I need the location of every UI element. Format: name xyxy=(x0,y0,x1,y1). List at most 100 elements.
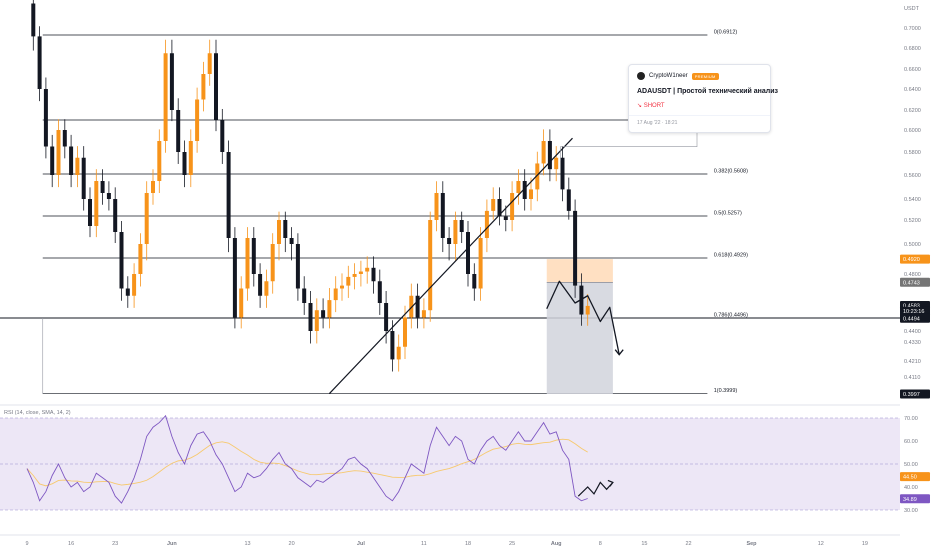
candle-body xyxy=(94,181,99,226)
price-tag[interactable] xyxy=(900,254,930,264)
time-tick-label: 8 xyxy=(599,541,602,547)
price-tick-label: 0.4800 xyxy=(904,272,921,278)
candle-body xyxy=(327,300,332,318)
candle-body xyxy=(220,120,225,152)
candle-body xyxy=(245,238,250,289)
target-zone[interactable] xyxy=(546,259,613,283)
candle-body xyxy=(81,157,86,199)
candle-body xyxy=(453,220,458,244)
candle-body xyxy=(201,74,206,100)
candle-body xyxy=(69,146,74,175)
candle-body xyxy=(169,53,174,110)
price-tick-label: 0.5000 xyxy=(904,242,921,248)
rsi-tick-label: 70.00 xyxy=(904,416,918,422)
candle-body xyxy=(478,238,483,289)
author-name[interactable]: CryptoW1neer xyxy=(649,73,688,79)
price-tick-label: 0.4330 xyxy=(904,340,921,346)
candle-body xyxy=(560,157,565,190)
price-panel[interactable] xyxy=(0,0,900,402)
time-axis[interactable]: 9 16 23 Jun 13 20 Jul 11 18 25 Aug 8 15 22 Sep 12 19 xyxy=(25,541,867,547)
price-tag[interactable] xyxy=(900,313,930,323)
author-avatar[interactable] xyxy=(637,72,645,80)
time-tick-label: 18 xyxy=(465,541,471,547)
rsi-tag[interactable] xyxy=(900,472,930,482)
price-axis[interactable]: 0.7000 0.6800 0.6600 0.6400 0.6200 0.6000 0.58… xyxy=(900,26,930,399)
rsi-axis[interactable]: 70.00 60.00 50.00 40.00 30.00 44.50 34.89 xyxy=(900,416,930,514)
price-tag-label: 10:23:16 xyxy=(903,309,924,315)
rsi-tick-label: 50.00 xyxy=(904,462,918,468)
time-tick-label: 19 xyxy=(862,541,868,547)
drawings[interactable] xyxy=(328,131,698,394)
price-tag-label: 0.4743 xyxy=(903,280,920,286)
trendline[interactable] xyxy=(328,137,573,394)
candle-body xyxy=(289,238,294,244)
rsi-line[interactable] xyxy=(26,414,588,504)
candle-body xyxy=(516,181,521,193)
candle-body xyxy=(31,3,36,37)
price-tick-label: 0.5600 xyxy=(904,173,921,179)
candle-body xyxy=(541,141,546,164)
candle-body xyxy=(346,276,351,286)
candle-body xyxy=(226,152,231,238)
candle-body xyxy=(472,274,477,289)
candle-body xyxy=(182,152,187,175)
time-tick-label: Jun xyxy=(167,541,177,547)
candle-body xyxy=(497,199,502,217)
short-position-tool[interactable] xyxy=(546,259,613,394)
price-tag-label: 0.4583 xyxy=(903,303,920,309)
candlestick-series xyxy=(31,0,590,372)
time-tick-label: 22 xyxy=(685,541,691,547)
candle-body xyxy=(585,305,590,315)
candle-body xyxy=(264,281,269,296)
candle-body xyxy=(132,274,137,296)
candle-body xyxy=(239,288,244,318)
candle-body xyxy=(547,141,552,170)
candle-body xyxy=(125,288,130,296)
candle-body xyxy=(295,244,300,289)
price-tag-label: 0.3997 xyxy=(903,392,920,398)
price-tick-label: 0.4210 xyxy=(904,359,921,365)
time-tick-label: 20 xyxy=(289,541,295,547)
candle-body xyxy=(333,288,338,301)
time-tick-label: 25 xyxy=(509,541,515,547)
price-tick-label: 0.6200 xyxy=(904,108,921,114)
price-tag[interactable] xyxy=(900,389,930,399)
rsi-legend[interactable]: RSI (14, close, SMA, 14, 2) xyxy=(4,410,71,416)
rsi-panel[interactable] xyxy=(0,414,900,511)
candle-body xyxy=(151,181,155,193)
candle-body xyxy=(88,199,92,226)
rsi-tag[interactable] xyxy=(900,494,930,504)
rsi-ma-line xyxy=(26,438,588,487)
candle-body xyxy=(270,244,275,282)
candle-body xyxy=(535,163,540,190)
rsi-tag-label: 34.89 xyxy=(903,497,917,503)
candle-body xyxy=(144,193,149,244)
price-tick-label: 0.6800 xyxy=(904,46,921,52)
candle-body xyxy=(157,141,162,181)
candle-body xyxy=(283,220,288,238)
currency-label: USDT xyxy=(904,6,920,12)
rsi-projection-arrow[interactable] xyxy=(577,481,614,497)
candle-body xyxy=(434,193,439,220)
candle-body xyxy=(75,157,80,175)
price-tick-label: 0.5800 xyxy=(904,150,921,156)
fib-level-label: 0.618(0.4929) xyxy=(714,253,748,259)
time-tick-label: 15 xyxy=(641,541,647,547)
candle-body xyxy=(188,141,193,175)
price-tag[interactable] xyxy=(900,306,930,316)
price-tag[interactable] xyxy=(900,277,930,287)
projection-arrow[interactable] xyxy=(546,280,620,355)
idea-card[interactable]: CryptoW1neer PREMIUM ADAUSDT | Простой т… xyxy=(628,64,778,133)
candle-body xyxy=(484,210,489,238)
card-divider xyxy=(629,115,770,116)
rsi-tick-label: 60.00 xyxy=(904,439,918,445)
idea-title[interactable]: ADAUSDT | Простой технический анализ xyxy=(637,88,779,95)
price-tick-label: 0.5400 xyxy=(904,197,921,203)
rsi-tick-label: 40.00 xyxy=(904,485,918,491)
time-tick-label: 13 xyxy=(244,541,250,547)
time-tick-label: 11 xyxy=(421,541,427,547)
candle-body xyxy=(251,238,256,274)
candle-body xyxy=(396,346,401,360)
candle-body xyxy=(113,199,118,232)
